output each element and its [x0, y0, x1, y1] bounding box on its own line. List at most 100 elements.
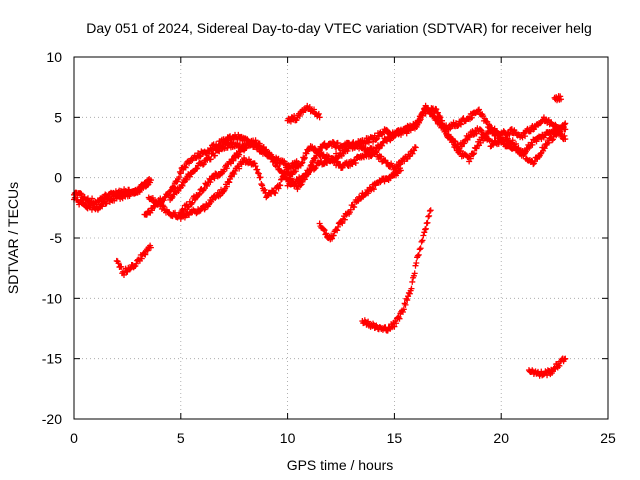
data-point — [512, 140, 519, 147]
data-point — [138, 255, 145, 262]
data-point — [303, 150, 310, 157]
data-point — [476, 106, 483, 113]
data-point — [557, 93, 564, 100]
data-point — [477, 126, 484, 133]
data-point — [135, 186, 142, 193]
tick-layer: 0 5 10 15 20 25 -20 -15 -10 -5 0 5 10 — [42, 49, 616, 446]
data-point — [142, 251, 149, 258]
data-point — [419, 109, 426, 116]
data-point — [470, 151, 477, 158]
data-point — [89, 195, 96, 202]
data-point — [403, 130, 410, 137]
data-point — [236, 151, 243, 158]
data-point — [263, 146, 270, 153]
data-point — [402, 301, 409, 308]
x-tick-label: 0 — [70, 430, 78, 446]
data-point — [411, 270, 418, 277]
series-track-d — [145, 155, 302, 222]
data-point — [273, 160, 280, 167]
data-point — [330, 232, 337, 239]
data-point — [522, 133, 529, 140]
data-point — [177, 170, 184, 177]
data-point — [457, 120, 464, 127]
data-point — [413, 260, 420, 267]
data-point — [378, 153, 385, 160]
data-point — [483, 133, 490, 140]
data-point — [337, 161, 344, 168]
y-tick-label: -10 — [42, 290, 62, 306]
series-track-i — [316, 165, 404, 243]
data-point — [254, 166, 261, 173]
data-point — [231, 170, 238, 177]
data-point — [406, 290, 413, 297]
data-point — [379, 142, 386, 149]
data-point — [144, 247, 151, 254]
data-point — [445, 131, 452, 138]
data-point — [467, 155, 474, 162]
data-point — [291, 112, 298, 119]
data-point — [197, 153, 204, 160]
data-point — [521, 150, 528, 157]
data-point — [154, 201, 161, 208]
data-point — [334, 139, 341, 146]
data-point — [126, 265, 133, 272]
data-point — [414, 252, 421, 259]
data-point — [415, 251, 422, 258]
grid-layer — [74, 57, 608, 419]
data-point — [412, 262, 419, 269]
data-point — [434, 109, 441, 116]
series-track-h — [284, 102, 323, 125]
data-point — [193, 166, 200, 173]
data-point — [488, 124, 495, 131]
data-point — [408, 285, 415, 292]
series-track-c — [113, 242, 154, 278]
data-point — [191, 196, 198, 203]
data-point — [292, 168, 299, 175]
data-point — [256, 140, 263, 147]
data-point — [172, 209, 179, 216]
x-tick-label: 20 — [493, 430, 509, 446]
data-point — [170, 183, 177, 190]
data-point — [425, 105, 432, 112]
data-point — [321, 227, 328, 234]
data-point — [296, 113, 303, 120]
data-point — [339, 220, 346, 227]
x-axis-label: GPS time / hours — [287, 457, 394, 473]
data-point — [126, 193, 133, 200]
data-point — [77, 190, 84, 197]
data-point — [176, 174, 183, 181]
y-tick-label: -5 — [50, 230, 63, 246]
data-point — [182, 164, 189, 171]
data-point — [151, 203, 158, 210]
series-track-b — [71, 175, 154, 213]
data-point — [384, 127, 391, 134]
data-point — [404, 297, 411, 304]
data-point — [194, 165, 201, 172]
data-point — [556, 362, 563, 369]
data-point — [200, 161, 207, 168]
data-point — [306, 103, 313, 110]
data-point — [409, 150, 416, 157]
data-point — [329, 235, 336, 242]
data-point — [299, 159, 306, 166]
data-point — [316, 114, 323, 121]
data-point — [461, 140, 468, 147]
data-point — [211, 175, 218, 182]
data-point — [562, 120, 569, 127]
data-point — [562, 355, 569, 362]
data-point — [562, 136, 569, 143]
data-point — [425, 213, 432, 220]
data-point — [384, 138, 391, 145]
data-point — [542, 132, 549, 139]
data-point — [275, 185, 282, 192]
y-tick-label: 0 — [54, 170, 62, 186]
data-point — [266, 150, 273, 157]
data-point — [82, 200, 89, 207]
data-point — [236, 148, 243, 155]
data-point — [480, 137, 487, 144]
data-point — [160, 203, 167, 210]
data-point — [236, 165, 243, 172]
data-point — [186, 173, 193, 180]
y-axis-label: SDTVAR / TECUs — [5, 182, 21, 294]
data-point — [147, 244, 154, 251]
